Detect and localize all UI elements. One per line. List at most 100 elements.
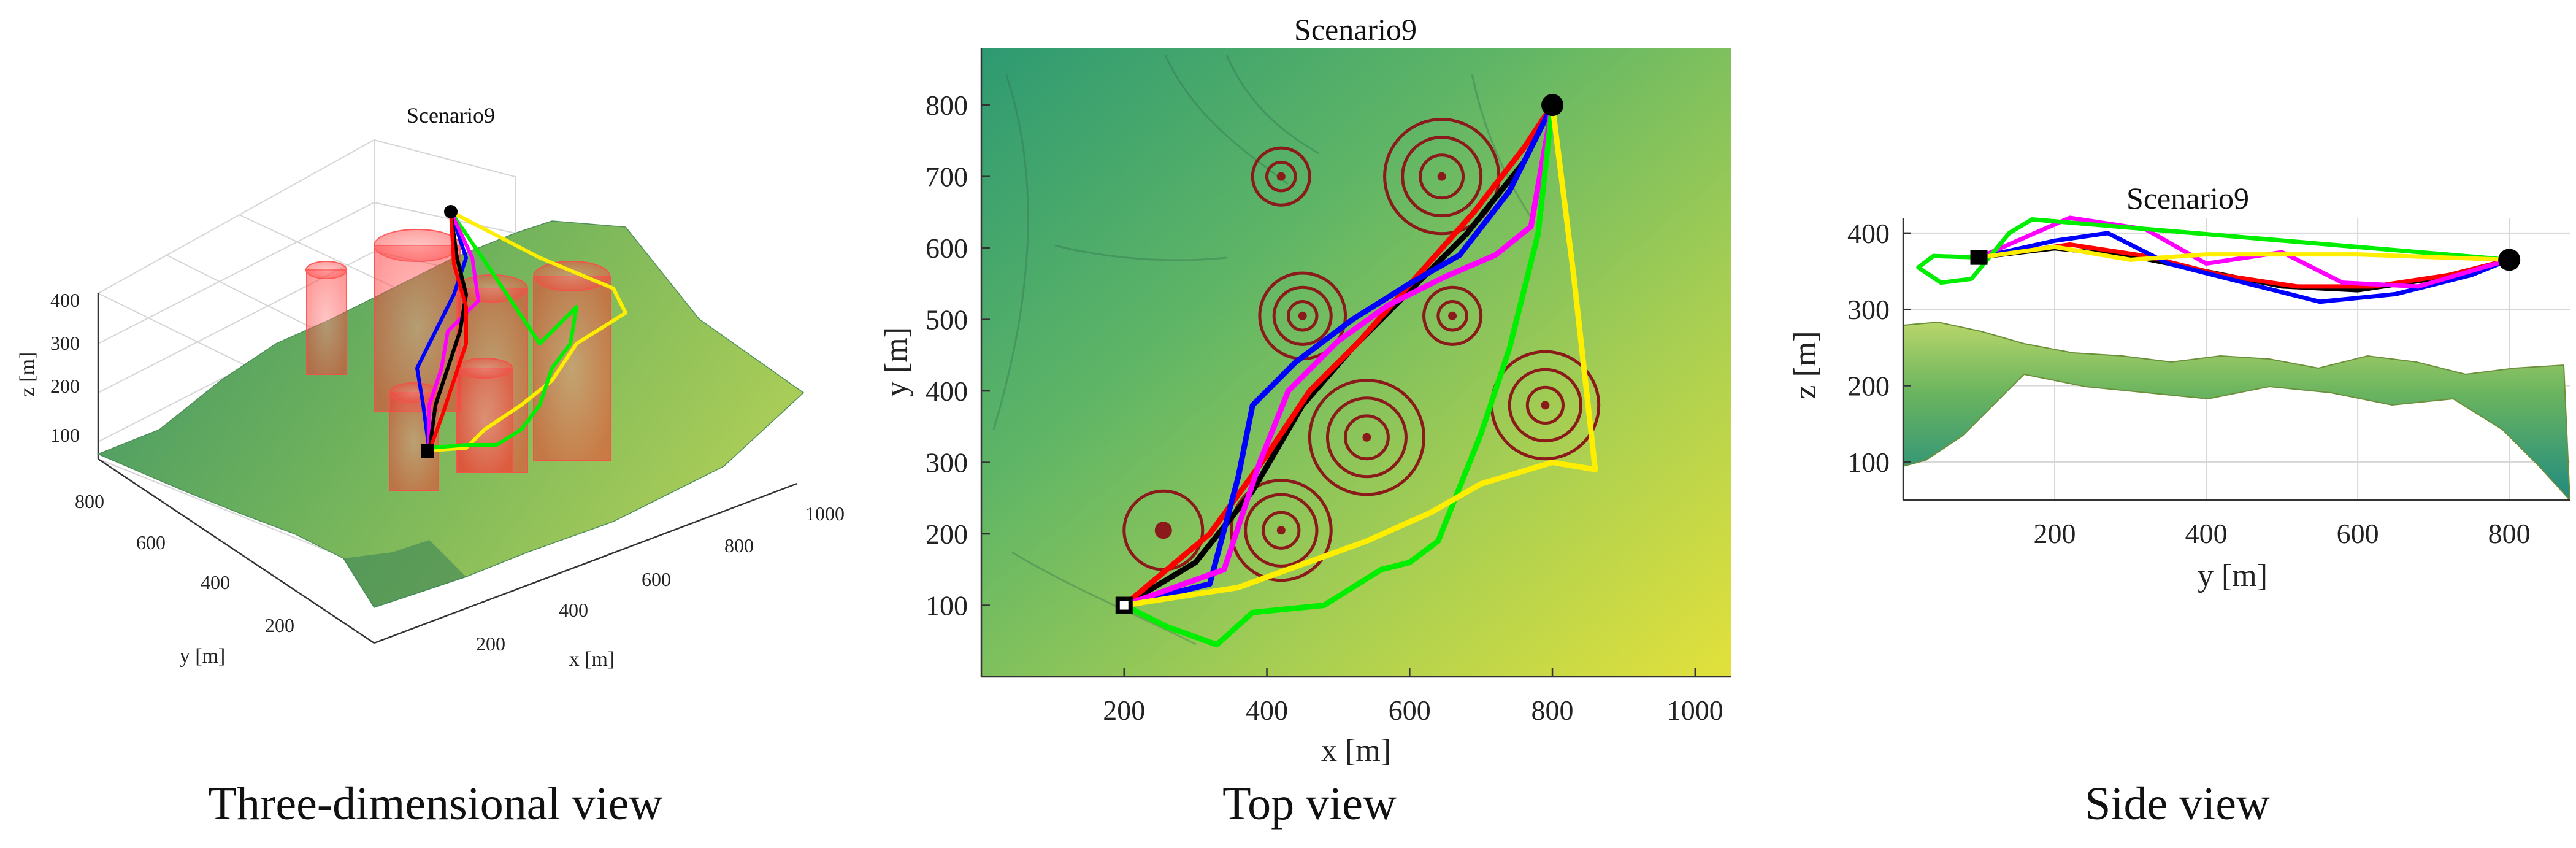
threat-ring xyxy=(1272,285,1333,346)
panel-side-view: Scenario9 200 400 600 800 100 200 300 400 y [m… xyxy=(1788,181,2571,593)
path-top-yellow xyxy=(1124,104,1598,608)
threat-ring xyxy=(1325,396,1408,479)
x-axis-ticks-top: 200 400 600 800 1000 xyxy=(1103,668,1723,726)
y-tick-label: 700 xyxy=(926,161,968,193)
y-tick-label: 800 xyxy=(926,90,968,121)
x-tick-label: 400 xyxy=(1246,695,1288,726)
threat-ring xyxy=(1308,379,1426,496)
y-tick-label: 600 xyxy=(926,233,968,264)
start-marker-inner-top xyxy=(1119,601,1129,610)
z-axis-ticks-3d: 100 200 300 400 xyxy=(50,289,80,446)
threat-ring xyxy=(1262,511,1301,550)
y-tick-label: 400 xyxy=(1847,218,1890,249)
x-tick-label: 800 xyxy=(2488,518,2531,549)
threat-ring xyxy=(1508,368,1583,443)
threat-cylinder xyxy=(306,269,347,375)
x-tick: 400 xyxy=(559,599,588,621)
x-tick-label: 800 xyxy=(1531,695,1574,726)
x-tick: 800 xyxy=(724,534,754,557)
x-axis-ticks-side: 200 400 600 800 xyxy=(2034,518,2531,549)
terrain-shadow-3d xyxy=(343,540,466,607)
y-tick-label: 200 xyxy=(926,518,968,550)
path-3d-green xyxy=(429,210,578,450)
x-tick-label: 200 xyxy=(2034,518,2076,549)
x-axis-label-side: y [m] xyxy=(2198,558,2267,593)
goal-marker-side xyxy=(2498,249,2521,271)
y-tick-label: 200 xyxy=(1847,371,1890,402)
axes-box-3d xyxy=(97,139,798,644)
y-axis-ticks-3d: 200 400 600 800 xyxy=(75,490,294,636)
threat-ring xyxy=(1422,285,1483,346)
start-marker-3d xyxy=(421,444,434,458)
path-3d-yellow xyxy=(423,210,627,453)
threat-ring xyxy=(1419,153,1465,200)
threat-cylinder-top xyxy=(374,229,461,262)
terrain-texture-top xyxy=(992,55,1535,646)
caption-top-view: Top view xyxy=(1222,778,1397,830)
x-tick: 200 xyxy=(476,633,505,655)
caption-3d-view: Three-dimensional view xyxy=(209,778,663,830)
path-side-red xyxy=(1979,242,2510,289)
path-3d-magenta xyxy=(427,210,480,451)
z-tick: 200 xyxy=(50,375,80,397)
threat-zones-top xyxy=(1122,118,1601,582)
threat-cylinder xyxy=(533,276,611,461)
y-tick: 800 xyxy=(75,490,104,512)
threat-ring xyxy=(1244,493,1319,568)
paths-top xyxy=(1122,103,1598,648)
x-tick-label: 400 xyxy=(2185,518,2228,549)
x-tick-label: 600 xyxy=(2337,518,2379,549)
x-axis-ticks-3d: 200 400 600 800 1000 xyxy=(476,503,845,655)
threat-center xyxy=(1437,172,1446,181)
panel-top-view: Scenario9 200 400 600 800 1000 100 200 300 400 5… xyxy=(879,12,1731,768)
threat-ring xyxy=(1251,146,1311,207)
threat-center xyxy=(1362,433,1371,442)
start-marker-side xyxy=(1970,250,1988,265)
threat-cylinder-top xyxy=(533,261,610,291)
paths-3d xyxy=(415,210,627,453)
threat-center xyxy=(1276,172,1286,181)
y-tick-label: 300 xyxy=(1847,294,1890,325)
path-top-blue xyxy=(1123,104,1555,608)
threat-ring xyxy=(1436,300,1468,332)
z-tick: 300 xyxy=(50,332,80,354)
terrain-profile-side xyxy=(1903,321,2571,502)
y-tick-label: 500 xyxy=(926,304,968,336)
path-3d-black xyxy=(427,211,468,452)
z-tick: 100 xyxy=(50,424,80,446)
threat-center xyxy=(1541,401,1550,410)
goal-marker-3d xyxy=(444,205,458,218)
threat-ring xyxy=(1344,414,1390,461)
x-tick-label: 600 xyxy=(1389,695,1431,726)
x-tick-label: 200 xyxy=(1103,695,1145,726)
threat-cylinder-top xyxy=(305,261,347,279)
y-axis-label-3d: y [m] xyxy=(180,645,226,668)
markers-side xyxy=(1970,249,2521,271)
chart-title-3d: Scenario9 xyxy=(407,103,495,128)
y-tick: 400 xyxy=(201,571,230,593)
x-axis-label-3d: x [m] xyxy=(569,648,615,671)
path-3d-blue xyxy=(415,211,468,452)
path-side-green xyxy=(1916,217,2510,285)
threat-cylinder xyxy=(456,368,513,473)
path-3d-red xyxy=(427,211,468,452)
y-axis-label-side: z [m] xyxy=(1788,331,1823,399)
threat-ring xyxy=(1265,160,1297,193)
y-tick-label: 100 xyxy=(1847,447,1890,478)
path-side-blue xyxy=(1978,231,2510,304)
threat-center xyxy=(1154,522,1172,539)
y-axis-label-top: y [m] xyxy=(879,327,914,397)
y-tick: 200 xyxy=(265,614,294,636)
threat-center xyxy=(1276,526,1286,535)
caption-side-view: Side view xyxy=(2085,778,2270,830)
y-axis-ticks-top: 100 200 300 400 500 600 700 800 xyxy=(926,90,990,622)
path-top-magenta xyxy=(1123,104,1555,608)
threat-ring xyxy=(1286,300,1319,332)
chart-title-side: Scenario9 xyxy=(2126,181,2249,215)
threat-ring xyxy=(1229,479,1333,582)
threat-cylinder-top xyxy=(456,358,513,379)
terrain-surface-3d xyxy=(97,220,805,608)
chart-title-top: Scenario9 xyxy=(1294,12,1417,47)
z-tick: 400 xyxy=(50,289,80,311)
